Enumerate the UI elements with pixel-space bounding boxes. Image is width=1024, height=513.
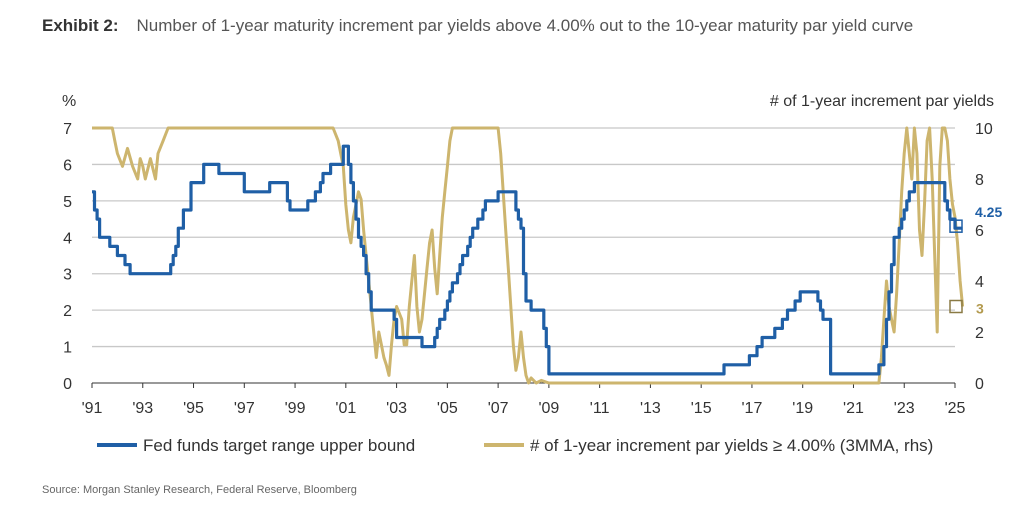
fed-end-marker [949, 219, 963, 233]
x-tick-label: '97 [234, 400, 255, 417]
left-tick-label: 1 [63, 340, 72, 357]
left-tick-label: 5 [63, 194, 72, 211]
par-yield-count-line [92, 126, 965, 385]
x-tick-label: '07 [488, 400, 509, 417]
x-tick-label: '11 [590, 400, 610, 417]
x-tick-label: '03 [386, 400, 407, 417]
x-tick-label: '23 [894, 400, 915, 417]
left-tick-label: 3 [63, 267, 72, 284]
x-tick-label: '21 [843, 400, 864, 417]
count-end-label: 3 [976, 301, 984, 317]
x-tick-label: '93 [132, 400, 153, 417]
x-tick-label: '15 [691, 400, 712, 417]
left-tick-label: 6 [63, 157, 72, 174]
x-tick-label: '25 [945, 400, 966, 417]
right-axis-label: # of 1-year increment par yields [770, 93, 994, 110]
x-tick-label: '05 [437, 400, 458, 417]
left-tick-label: 0 [63, 376, 72, 393]
right-tick-label: 8 [975, 172, 984, 189]
right-tick-label: 0 [975, 376, 984, 393]
gridlines [92, 127, 955, 348]
left-tick-label: 4 [63, 230, 72, 247]
end-markers: 4.25 3 [949, 204, 1002, 317]
fed-end-label: 4.25 [975, 204, 1002, 220]
count-end-marker [949, 299, 963, 314]
right-tick-label: 6 [975, 223, 984, 240]
source-note: Source: Morgan Stanley Research, Federal… [42, 484, 357, 496]
left-axis-label: % [62, 93, 76, 110]
right-tick-label: 4 [975, 274, 984, 291]
fed-funds-line [92, 144, 963, 376]
x-tick-label: '01 [335, 400, 356, 417]
legend: Fed funds target range upper bound # of … [97, 436, 933, 455]
series-lines [92, 126, 965, 385]
x-tick-label: '13 [640, 400, 661, 417]
x-tick-label: '99 [285, 400, 306, 417]
left-tick-label: 2 [63, 303, 72, 320]
chart-title: Exhibit 2: Number of 1-year maturity incr… [42, 10, 1002, 41]
legend-label-fed: Fed funds target range upper bound [143, 436, 415, 455]
right-tick-label: 2 [975, 325, 984, 342]
x-tick-label: '95 [183, 400, 204, 417]
right-tick-label: 10 [975, 121, 993, 138]
x-tick-label: '91 [82, 400, 103, 417]
x-tick-label: '19 [792, 400, 813, 417]
left-tick-label: 7 [63, 121, 72, 138]
legend-label-count: # of 1-year increment par yields ≥ 4.00%… [530, 436, 933, 455]
axes: 0 1 2 3 4 5 6 7 0 2 4 6 8 10 '91 '93 '95 '97 '99 '01 '03 '05 '… [63, 121, 993, 417]
x-tick-label: '17 [742, 400, 763, 417]
x-tick-label: '09 [538, 400, 559, 417]
exhibit-label: Exhibit 2: [42, 16, 119, 35]
title-text: Number of 1-year maturity increment par … [136, 16, 914, 35]
